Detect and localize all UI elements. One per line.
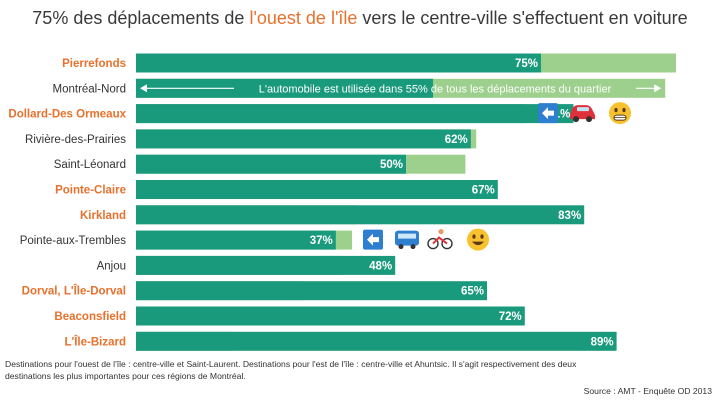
face-mouth [472,241,484,246]
footnote-line-2: destinations les plus importantes pour c… [5,371,246,381]
face-eye [614,107,618,113]
category-label: Montréal-Nord [53,83,127,95]
bar-value-label: 65% [461,286,484,298]
arrow-left-icon-glyph [367,233,379,246]
car-icon-wheel [586,116,592,123]
bar-chart: Pierrefonds 75% Montréal-Nord Dollard-Des O… [8,53,676,351]
grimace-face-icon [609,102,631,125]
car-icon-window [577,107,589,112]
bus-icon-wheel [398,244,404,250]
source-note: Source : AMT - Enquête OD 2013 [583,386,712,396]
category-label: L'Île-Bizard [64,335,126,348]
bar-dark [136,205,585,225]
bar-value-label: 50% [380,159,403,171]
bar-value-label: 48% [369,260,392,272]
bar-dark [136,180,498,199]
bar-dark [136,230,336,250]
bar-dark [136,78,433,98]
bus-icon-window [398,233,416,239]
bar-value-label: 83% [558,210,581,222]
bar-value-label: 75% [515,58,538,70]
bar-dark [136,53,541,73]
bar-dark [136,104,574,124]
cyclist-icon-head [438,229,444,235]
category-label: Beaconsfield [54,311,126,323]
bar-value-label: 37% [310,235,333,247]
bar-dark [136,129,471,149]
arrow-left-icon-glyph [542,107,554,120]
bar-dark [136,331,617,351]
bus-icon-wheel [410,244,416,250]
bar-dark [136,281,487,301]
cyclist-icon [427,237,439,250]
bar-dark [136,154,406,174]
category-label: Anjou [97,260,126,272]
category-label: Dollard-Des Ormeaux [8,109,126,121]
category-label: Pointe-aux-Trembles [20,235,127,247]
bar-value-label: 72% [499,311,522,323]
category-label: Dorval, L'Île-Dorval [22,285,126,298]
annotation-text: L'automobile est utilisée dans 55% de to… [259,83,612,95]
bar-dark [136,306,525,326]
smile-face-icon [467,228,489,251]
face-eye [480,234,484,239]
annotation-arrowhead-left [140,84,147,93]
face-eye [622,107,626,113]
annotation-arrowhead-right [654,84,662,93]
category-label: Pierrefonds [62,58,126,70]
car-icon-wheel [573,116,579,123]
chart-title: 75% des déplacements de l'ouest de l'île… [32,8,688,28]
category-label: Kirkland [80,210,126,222]
bar-dark [136,255,396,275]
category-label: Rivière-des-Prairies [25,134,126,146]
cyclist-icon-body [432,236,448,245]
category-label: Saint-Léonard [54,159,126,171]
footnote-line-1: Destinations pour l'ouest de l'île : cen… [5,359,577,369]
cyclist-icon-wheel [441,237,453,250]
bar-value-label: 89% [591,336,614,348]
face-eye [472,234,476,239]
bar-value-label: 62% [445,134,468,146]
category-label: Pointe-Claire [55,185,126,197]
bar-value-label: 67% [472,185,495,197]
